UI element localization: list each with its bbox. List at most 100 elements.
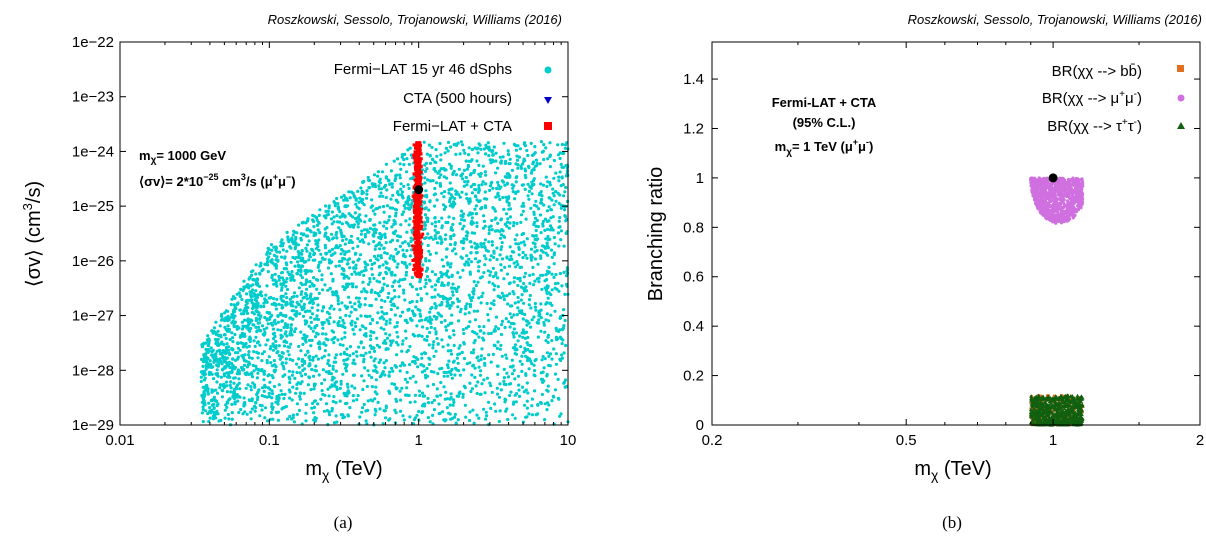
fermi-point (254, 272, 258, 276)
fermi-point (554, 326, 558, 330)
fermi-point (308, 252, 312, 256)
fermi-point (483, 391, 487, 395)
fermi-point (334, 233, 338, 237)
fermi-point (422, 140, 426, 144)
fermi-point (496, 276, 500, 280)
fermi-point (420, 391, 425, 395)
fermi-point (522, 204, 526, 208)
fermi-point (347, 190, 351, 194)
combined-point (416, 253, 419, 257)
fermi-point (269, 243, 274, 247)
fermi-point (402, 158, 406, 162)
fermi-point (203, 403, 207, 407)
fermi-point (330, 378, 334, 382)
fermi-point (419, 298, 423, 302)
fermi-point (263, 262, 267, 266)
fermi-point (370, 346, 374, 351)
fermi-point (495, 246, 499, 250)
fermi-point (288, 396, 292, 400)
fermi-point (311, 358, 315, 362)
fermi-point (282, 396, 286, 401)
fermi-point (446, 149, 450, 153)
fermi-point (477, 186, 481, 190)
fermi-point (279, 240, 283, 244)
fermi-point (409, 177, 413, 181)
fermi-point (247, 350, 251, 354)
fermi-point (269, 345, 273, 349)
fermi-point (544, 288, 549, 292)
fermi-point (519, 345, 523, 349)
fermi-point (353, 270, 357, 274)
fermi-point (306, 350, 310, 354)
fermi-point (322, 354, 326, 358)
fermi-point (236, 301, 240, 305)
fermi-point (283, 392, 287, 396)
fermi-point (554, 189, 558, 194)
fermi-point (351, 191, 355, 195)
fermi-point (231, 310, 235, 314)
fermi-point (218, 324, 222, 328)
fermi-point (378, 177, 382, 181)
fermi-point (338, 343, 342, 347)
fermi-point (279, 288, 284, 292)
fermi-point (284, 404, 288, 409)
fermi-point (291, 233, 295, 237)
fermi-point (546, 180, 550, 184)
fermi-point (364, 214, 368, 218)
fermi-point (375, 321, 379, 325)
fermi-point (375, 279, 379, 283)
fermi-point (392, 288, 396, 293)
fermi-point (331, 290, 335, 294)
fermi-point (300, 221, 304, 225)
fermi-point (241, 334, 245, 338)
fermi-point (548, 237, 552, 241)
fermi-point (359, 232, 363, 236)
fermi-point (444, 328, 449, 332)
fermi-point (378, 247, 382, 251)
fermi-point (325, 402, 329, 406)
x-tick-label: 10 (560, 432, 577, 449)
fermi-point (265, 300, 269, 304)
fermi-point (388, 215, 392, 219)
fermi-point (322, 320, 326, 325)
fermi-point (308, 255, 312, 259)
fermi-point (433, 234, 437, 238)
fermi-point (396, 200, 400, 204)
fermi-point (293, 330, 297, 334)
fermi-point (467, 257, 471, 261)
fermi-point (348, 345, 353, 349)
fermi-point (309, 388, 313, 392)
fermi-point (435, 387, 439, 391)
fermi-point (349, 213, 353, 217)
fermi-point (361, 406, 365, 410)
fermi-point (301, 314, 306, 318)
fermi-point (325, 226, 329, 230)
fermi-point (335, 230, 339, 235)
fermi-point (414, 380, 418, 384)
fermi-point (450, 249, 455, 253)
fermi-point (438, 183, 442, 187)
fermi-point (544, 251, 548, 255)
fermi-point (330, 406, 334, 411)
fermi-point (203, 376, 207, 380)
fermi-point (404, 273, 408, 277)
fermi-point (542, 323, 546, 327)
combined-point (412, 208, 416, 212)
fermi-point (389, 182, 393, 186)
fermi-point (230, 369, 234, 373)
fermi-point (363, 297, 367, 301)
fermi-point (372, 240, 376, 244)
fermi-point (283, 256, 287, 260)
fermi-point (345, 394, 349, 398)
fermi-point (521, 183, 526, 187)
fermi-point (338, 220, 342, 224)
fermi-point (403, 255, 407, 259)
fermi-point (519, 220, 523, 224)
fermi-point (476, 146, 480, 150)
benchmark-point (414, 185, 424, 195)
fermi-point (336, 207, 341, 211)
fermi-point (559, 358, 563, 363)
fermi-point (469, 260, 473, 264)
fermi-point (425, 274, 430, 279)
fermi-point (370, 317, 374, 321)
